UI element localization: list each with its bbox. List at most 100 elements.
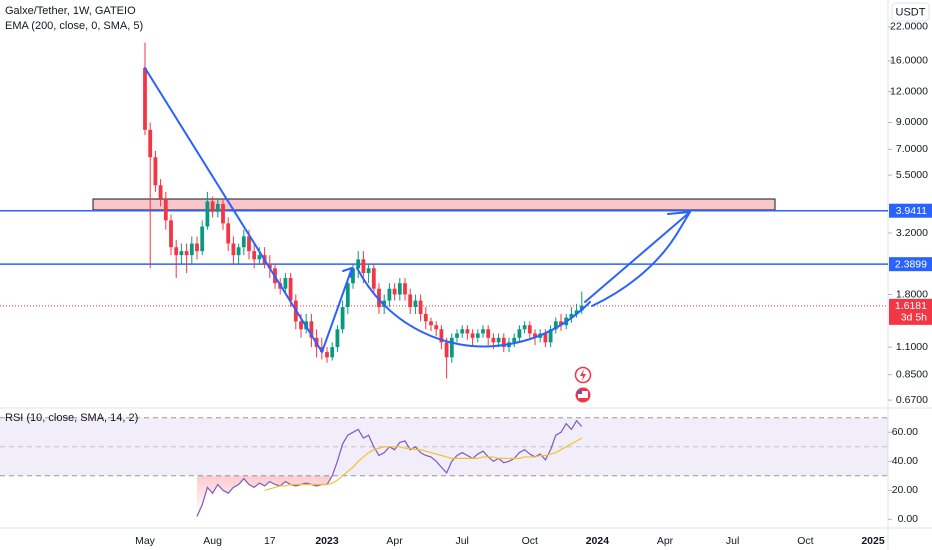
candle-body (169, 220, 173, 248)
candle-body (569, 313, 574, 318)
candle-body (423, 313, 428, 322)
trend-line (144, 67, 323, 353)
candle-body (548, 329, 553, 343)
y-tick-label: 1.1000 (896, 341, 928, 353)
candle-body (371, 268, 376, 289)
candle-body (397, 283, 402, 295)
candle-body (392, 288, 397, 295)
candle-body (345, 283, 350, 308)
candle-body (267, 263, 272, 269)
candle-body (210, 201, 215, 212)
candle-body (377, 288, 381, 308)
candle-body (475, 333, 480, 338)
rsi-tick-label: 0.00 (898, 513, 919, 525)
x-tick-label: Aug (203, 535, 222, 547)
candle-body (195, 243, 199, 252)
candle-body (247, 236, 251, 252)
candle-body (143, 67, 147, 130)
candle-body (449, 337, 454, 358)
currency-label[interactable]: USDT (896, 6, 926, 18)
candle-body (351, 268, 355, 284)
x-tick-label: 17 (264, 535, 276, 547)
candle-body (205, 201, 210, 227)
event-icon-glyph (580, 369, 586, 381)
rsi-tick-label: 20.00 (892, 484, 918, 496)
x-tick-label: Jul (455, 535, 468, 547)
y-tick-label: 5.5000 (896, 169, 928, 181)
y-tick-label: 9.0000 (896, 116, 928, 128)
last-price-label: 1.6181 (895, 300, 927, 312)
symbol-title: Galxe/Tether, 1W, GATEIO (5, 5, 136, 17)
candle-body (387, 288, 392, 301)
indicator-label: EMA (200, close, 0, SMA, 5) (5, 20, 143, 32)
candle-body (356, 259, 361, 269)
candle-body (496, 337, 501, 343)
candle-body (215, 203, 220, 212)
price-line-label-box (889, 203, 932, 218)
candle-body (184, 251, 189, 256)
cup-curve (356, 267, 591, 348)
event-icons (574, 366, 592, 404)
candle-body (252, 251, 257, 260)
candle-body (553, 321, 558, 330)
x-tick-label: 2023 (315, 535, 339, 547)
candle-body (455, 333, 459, 338)
candle-body (148, 129, 153, 158)
candle-body (460, 329, 465, 334)
candle-body (444, 342, 449, 358)
candle-body (408, 294, 413, 308)
countdown-label: 3d 5h (901, 312, 927, 324)
candle-body (361, 259, 366, 274)
candle-body (200, 226, 205, 252)
candle-body (257, 255, 262, 260)
candle-body (174, 247, 179, 256)
candle-body (491, 337, 496, 343)
y-tick-label: 0.8500 (896, 368, 928, 380)
x-tick-label: Apr (657, 535, 674, 547)
candle-body (486, 329, 491, 338)
candle-body (241, 236, 246, 248)
x-tick-label: Jul (726, 535, 739, 547)
event-icon-glyph (578, 391, 588, 398)
candle-body (439, 329, 444, 343)
oversold-fill (197, 475, 582, 517)
candle-body (522, 325, 527, 330)
price-lines (0, 209, 888, 307)
candle-body (470, 333, 475, 338)
candle-body (221, 203, 225, 224)
candle-body (517, 329, 522, 338)
rsi-background (0, 417, 888, 517)
y-tick-label: 12.0000 (890, 85, 928, 97)
currency-button[interactable] (891, 2, 930, 22)
candle-body (501, 337, 506, 348)
x-tick-label: Oct (522, 535, 538, 547)
candle-body (413, 300, 418, 308)
candle-body (533, 333, 537, 338)
rsi-lines (196, 419, 583, 517)
projection-arrow (591, 211, 691, 307)
price-line-label: 3.9411 (896, 205, 927, 217)
y-tick-label: 0.6700 (896, 394, 928, 406)
x-tick-label: 2024 (586, 535, 610, 547)
candle-body (179, 251, 184, 256)
resistance-zone (92, 198, 776, 211)
candle-body (153, 157, 158, 186)
x-tick-label: May (135, 535, 156, 547)
event-icon-glyph (578, 391, 582, 394)
price-line-label-box (889, 257, 932, 272)
drawings (144, 67, 691, 353)
x-tick-label: Oct (797, 535, 813, 547)
last-price-box (889, 298, 932, 325)
y-tick-label: 1.8000 (896, 288, 928, 300)
projection-line (584, 211, 691, 303)
candle-body (288, 277, 293, 301)
y-tick-label: 3.2000 (896, 227, 928, 239)
rsi-tick-label: 60.00 (892, 426, 918, 438)
x-tick-label: 2025 (861, 535, 885, 547)
price-line-label: 2.3899 (895, 258, 927, 270)
rebound-arrow (321, 267, 353, 353)
rsi-title: RSI (10, close, SMA, 14, 2) (5, 412, 138, 424)
axes: 22.0000 16.0000 12.0000 9.0000 7.0000 5.5000 3… (135, 21, 932, 547)
candle-body (283, 277, 288, 289)
